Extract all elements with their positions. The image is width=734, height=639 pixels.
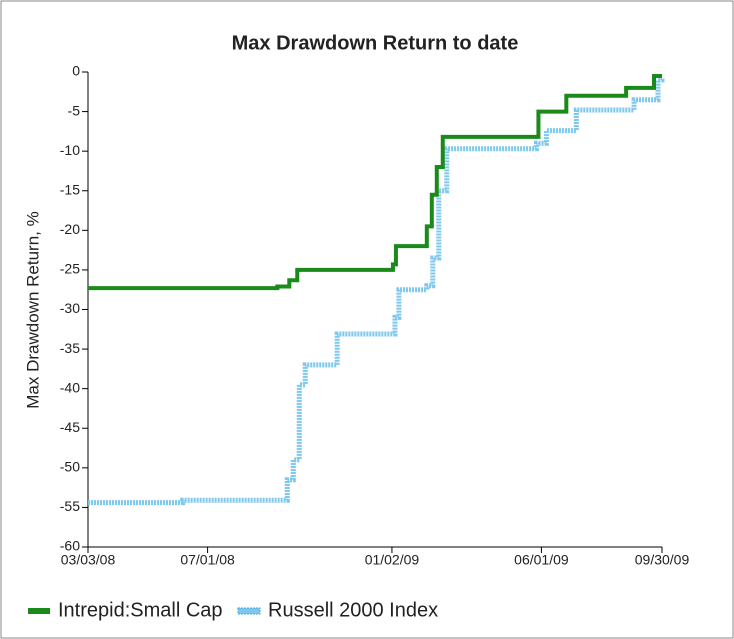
y-tick-label: -20 <box>60 221 80 237</box>
y-tick-label: -55 <box>60 498 80 514</box>
x-tick-label: 01/02/09 <box>365 552 420 568</box>
y-axis-label: Max Drawdown Return, % <box>23 211 42 408</box>
chart-title: Max Drawdown Return to date <box>232 32 519 54</box>
legend-label: Intrepid:Small Cap <box>58 599 223 621</box>
y-tick-label: -30 <box>60 300 80 316</box>
x-tick-label: 09/30/09 <box>635 552 690 568</box>
series-line <box>88 73 662 291</box>
legend-swatch <box>237 607 261 615</box>
x-tick-label: 07/01/08 <box>180 552 235 568</box>
y-tick-label: -25 <box>60 261 80 277</box>
y-tick-label: -10 <box>60 142 80 158</box>
y-tick-label: -35 <box>60 340 80 356</box>
y-tick-label: -50 <box>60 459 80 475</box>
y-tick-label: -60 <box>60 538 80 554</box>
y-tick-label: -40 <box>60 379 80 395</box>
legend-label: Russell 2000 Index <box>268 599 438 621</box>
x-tick-label: 03/03/08 <box>61 552 116 568</box>
series-line <box>88 77 665 506</box>
y-tick-label: -5 <box>68 102 81 118</box>
y-tick-label: -15 <box>60 181 80 197</box>
x-tick-label: 06/01/09 <box>514 552 569 568</box>
y-tick-label: -45 <box>60 419 80 435</box>
legend-swatch <box>28 608 50 614</box>
y-tick-label: 0 <box>72 63 80 79</box>
